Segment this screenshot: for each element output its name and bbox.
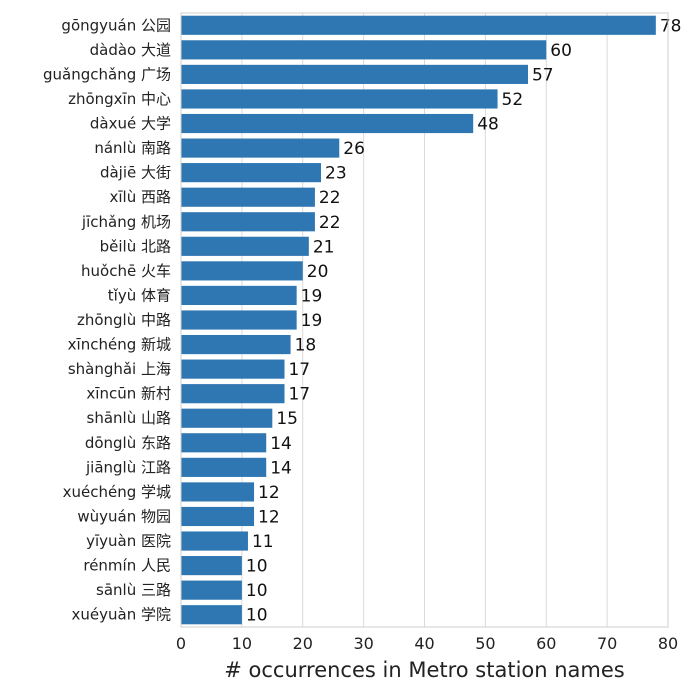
bars	[181, 15, 656, 625]
y-tick-label: zhōnglù 中路	[77, 311, 171, 329]
bar	[181, 89, 498, 109]
y-tick-label: shànghǎi 上海	[68, 360, 171, 378]
y-tick-label: xuéchéng 学城	[63, 483, 171, 501]
data-label: 78	[660, 16, 682, 36]
data-label: 60	[550, 41, 572, 61]
y-tick-label: rénmín 人民	[83, 557, 171, 575]
bar	[181, 605, 242, 625]
bar	[181, 64, 528, 84]
x-tick-label: 70	[597, 634, 617, 653]
x-tick-label: 30	[353, 634, 373, 653]
data-label: 12	[258, 507, 280, 527]
data-label: 23	[325, 164, 347, 184]
bar	[181, 334, 291, 355]
bar	[181, 506, 255, 527]
y-tick-label: tǐyù 体育	[108, 286, 171, 304]
y-tick-label: xuéyuàn 学院	[72, 606, 171, 624]
x-tick-label: 20	[293, 634, 313, 653]
y-tick-label: xīnchéng 新城	[68, 336, 171, 354]
y-tick-label: jiānglù 江路	[85, 458, 171, 476]
y-tick-label: xīncūn 新村	[86, 385, 171, 403]
bar	[181, 40, 547, 60]
data-label: 20	[307, 262, 329, 282]
bar	[181, 384, 285, 404]
x-tick-label: 10	[232, 634, 252, 653]
plot-frame	[180, 12, 669, 628]
bar	[181, 359, 285, 379]
data-label: 22	[319, 213, 341, 233]
x-tick-label: 40	[414, 634, 434, 653]
bar	[181, 433, 267, 453]
x-tick-label: 80	[658, 634, 678, 653]
data-label: 14	[270, 458, 292, 478]
bar	[181, 163, 322, 183]
bar	[181, 212, 315, 232]
data-label: 26	[343, 139, 365, 159]
data-label: 57	[532, 65, 554, 85]
data-label: 19	[301, 286, 323, 306]
y-tick-label: zhōngxīn 中心	[68, 90, 171, 108]
bar	[181, 531, 248, 551]
labels: 0 10 20 30 40 50 60 70 80 gōngyuán 公园 78 dàdào 大道 60…	[43, 16, 681, 653]
data-label: 22	[319, 188, 341, 208]
bar	[181, 261, 303, 281]
y-tick-label: jīchǎng 机场	[81, 213, 171, 231]
bar	[181, 556, 242, 576]
bar	[181, 236, 309, 256]
y-tick-label: dōnglù 东路	[85, 434, 171, 452]
bar	[181, 482, 255, 502]
data-label: 21	[313, 237, 335, 257]
y-tick-label: yīyuàn 医院	[86, 532, 171, 550]
y-tick-label: gōngyuán 公园	[61, 16, 171, 34]
x-tick-label: 50	[475, 634, 495, 653]
data-label: 14	[270, 434, 292, 454]
data-label: 48	[477, 115, 499, 135]
bar	[181, 580, 242, 600]
y-tick-label: wùyuán 物园	[77, 507, 171, 525]
bar	[181, 285, 297, 306]
x-tick-label: 60	[536, 634, 556, 653]
bar	[181, 187, 315, 207]
data-label: 17	[288, 385, 310, 405]
x-axis-title: # occurrences in Metro station names	[224, 658, 625, 682]
data-label: 10	[246, 557, 268, 577]
data-label: 17	[288, 360, 310, 380]
bar	[181, 138, 340, 158]
data-label: 18	[295, 336, 317, 356]
y-tick-label: běilù 北路	[100, 237, 171, 255]
y-tick-label: huǒchē 火车	[81, 262, 171, 280]
bar	[181, 15, 656, 35]
data-label: 10	[246, 581, 268, 601]
data-label: 19	[301, 311, 323, 331]
y-tick-label: sānlù 三路	[96, 581, 171, 599]
y-tick-label: xīlù 西路	[110, 188, 172, 206]
data-label: 15	[276, 409, 298, 429]
y-tick-label: nánlù 南路	[94, 139, 171, 157]
bar	[181, 113, 474, 134]
x-tick-label: 0	[176, 634, 186, 653]
y-tick-label: dàdào 大道	[90, 41, 171, 59]
data-label: 52	[502, 90, 524, 110]
data-label: 11	[252, 532, 274, 552]
y-tick-label: dàjiē 大街	[100, 164, 171, 182]
y-tick-label: shānlù 山路	[87, 409, 171, 427]
bar	[181, 457, 267, 477]
y-tick-label: dàxué 大学	[90, 115, 171, 133]
bar	[181, 310, 297, 330]
data-label: 12	[258, 483, 280, 503]
y-tick-label: guǎngchǎng 广场	[43, 65, 171, 83]
bar	[181, 408, 273, 428]
data-label: 10	[246, 606, 268, 626]
